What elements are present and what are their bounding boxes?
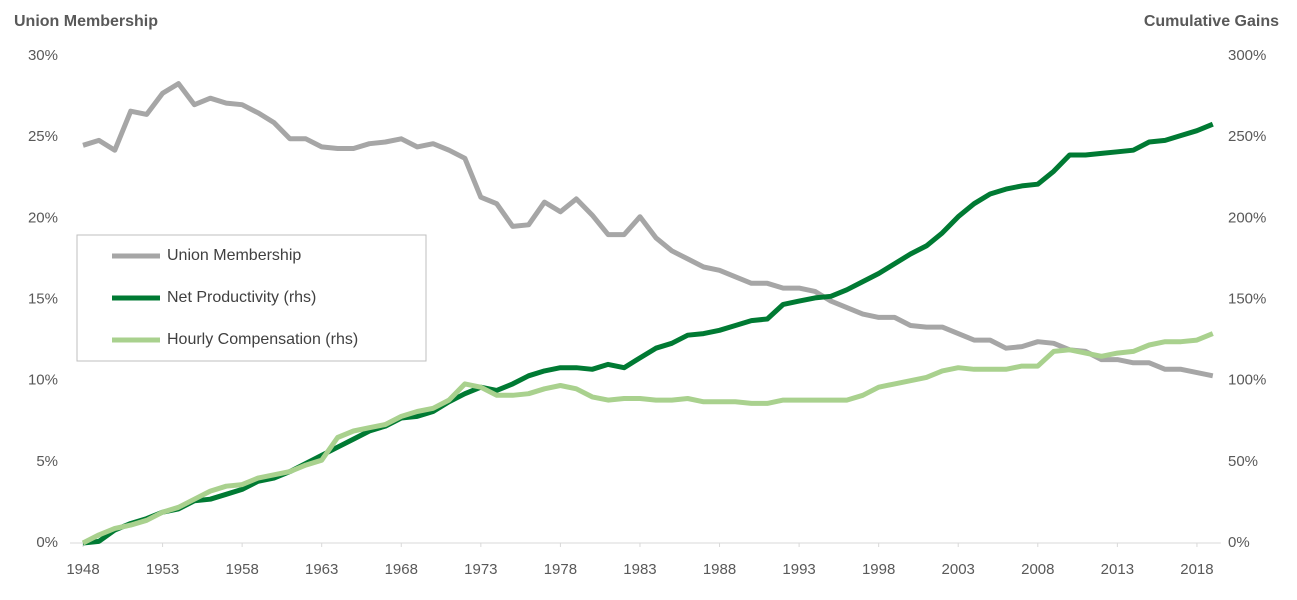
y-tick-label: 0%: [36, 534, 58, 551]
y-tick-label: 25%: [28, 128, 58, 145]
x-tick-label: 1998: [862, 561, 895, 578]
y-tick-label: 5%: [36, 453, 58, 470]
y2-tick-label: 50%: [1228, 453, 1258, 470]
x-tick-label: 2008: [1021, 561, 1054, 578]
x-tick-label: 1993: [782, 561, 815, 578]
y-tick-label: 10%: [28, 372, 58, 389]
y2-tick-label: 0%: [1228, 534, 1250, 551]
x-tick-label: 1973: [464, 561, 497, 578]
x-tick-label: 1963: [305, 561, 338, 578]
y-axis-title: Union Membership: [14, 13, 158, 30]
y2-tick-label: 150%: [1228, 290, 1266, 307]
y-tick-label: 15%: [28, 290, 58, 307]
legend-label: Union Membership: [167, 247, 301, 264]
legend-label: Net Productivity (rhs): [167, 289, 316, 306]
y-tick-label: 30%: [28, 47, 58, 64]
x-tick-label: 1988: [703, 561, 736, 578]
series-line: [82, 81, 1214, 379]
x-tick-label: 2018: [1180, 561, 1213, 578]
y2-tick-label: 250%: [1228, 128, 1266, 145]
y2-tick-label: 100%: [1228, 372, 1266, 389]
series-line: [82, 121, 1214, 546]
legend-label: Hourly Compensation (rhs): [167, 331, 358, 348]
x-tick-label: 1978: [544, 561, 577, 578]
y2-axis-title: Cumulative Gains: [1144, 13, 1279, 30]
x-tick-label: 2013: [1101, 561, 1134, 578]
x-tick-label: 1958: [225, 561, 258, 578]
x-tick-label: 1948: [66, 561, 99, 578]
series-line: [81, 331, 1214, 546]
x-tick-label: 2003: [942, 561, 975, 578]
y2-tick-label: 300%: [1228, 47, 1266, 64]
y-tick-label: 20%: [28, 209, 58, 226]
x-tick-label: 1953: [146, 561, 179, 578]
x-tick-label: 1983: [623, 561, 656, 578]
y2-tick-label: 200%: [1228, 209, 1266, 226]
x-tick-label: 1968: [385, 561, 418, 578]
